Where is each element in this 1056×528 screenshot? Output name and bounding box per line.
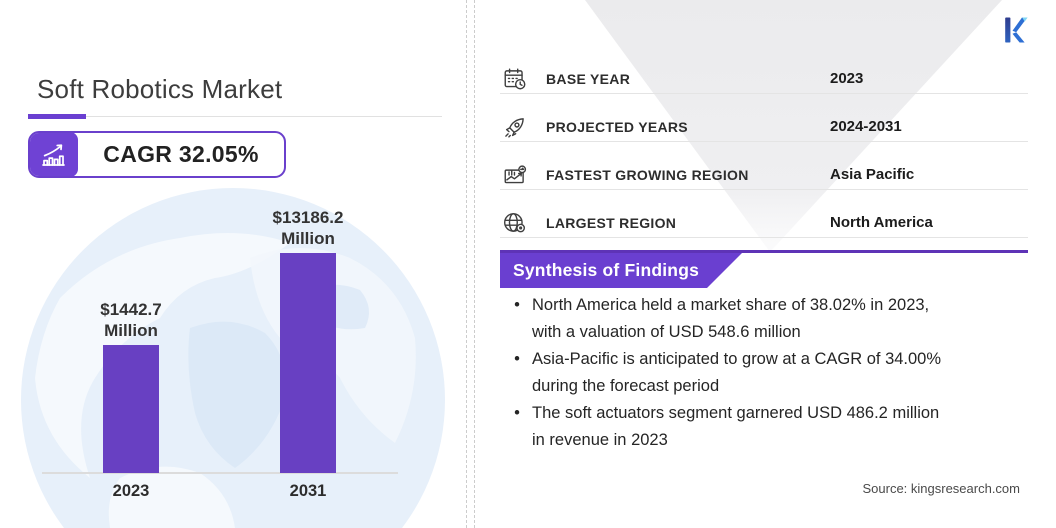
cagr-icon-box (30, 133, 78, 176)
fact-label: PROJECTED YEARS (546, 118, 688, 135)
growth-arrow-bars-icon (41, 143, 65, 166)
bar-value-amount: $13186.2 (272, 208, 344, 227)
fact-label: FASTEST GROWING REGION (546, 166, 749, 183)
bar-value-unit: Million (281, 229, 335, 248)
bullet-line: in revenue in 2023 (532, 431, 668, 449)
bullet-line: North America held a market share of 38.… (532, 296, 930, 314)
findings-title: Synthesis of Findings (513, 260, 700, 280)
bullet-text: Asia-Pacific is anticipated to grow at a… (532, 346, 1016, 400)
bar-value-label: $1442.7 Million (46, 299, 216, 341)
fact-label: BASE YEAR (546, 70, 631, 87)
bar-value-amount: $1442.7 (100, 300, 162, 319)
bullet-dot: • (514, 296, 520, 314)
table-row: PROJECTED YEARS 2024-2031 (500, 94, 1028, 142)
list-item: • The soft actuators segment garnered US… (502, 400, 1016, 454)
vertical-dashed-divider (466, 0, 467, 528)
bar-group-2023: $1442.7 Million (46, 299, 216, 473)
chart-bar (103, 345, 159, 473)
fact-value: Asia Pacific (830, 166, 915, 183)
table-row: BASE YEAR 2023 (500, 46, 1028, 94)
fact-value: 2024-2031 (830, 118, 902, 135)
rocket-icon (500, 113, 530, 141)
kings-research-logo-icon (1005, 17, 1028, 43)
calendar-icon (500, 65, 530, 93)
bullet-line: The soft actuators segment garnered USD … (532, 404, 940, 422)
cagr-badge: CAGR 32.05% (28, 131, 286, 178)
bullet-line: during the forecast period (532, 377, 720, 395)
table-row: FASTEST GROWING REGION Asia Pacific (500, 142, 1028, 190)
key-facts-table: BASE YEAR 2023 PROJECTED YEARS 2024-2031 (500, 46, 1028, 238)
bullet-dot: • (514, 404, 520, 422)
bullet-line: with a valuation of USD 548.6 million (532, 323, 801, 341)
bar-value-label: $13186.2 Million (223, 207, 393, 249)
bullet-text: North America held a market share of 38.… (532, 292, 1016, 346)
table-row: LARGEST REGION North America (500, 190, 1028, 238)
list-item: • Asia-Pacific is anticipated to grow at… (502, 346, 1016, 400)
findings-banner: Synthesis of Findings (500, 253, 742, 288)
list-item: • North America held a market share of 3… (502, 292, 1016, 346)
cagr-label: CAGR 32.05% (103, 141, 259, 167)
source-attribution: Source: kingsresearch.com (862, 481, 1020, 496)
globe-icon (500, 209, 530, 237)
bar-group-2031: $13186.2 Million (223, 207, 393, 473)
fact-label: LARGEST REGION (546, 214, 677, 231)
findings-bullet-list: • North America held a market share of 3… (502, 292, 1016, 454)
vertical-dashed-divider (474, 0, 475, 528)
chart-bar (280, 253, 336, 473)
fact-value: 2023 (830, 70, 864, 87)
chart-axis-line (42, 472, 398, 474)
title-underline-accent (28, 114, 86, 119)
x-axis-label-2023: 2023 (112, 482, 150, 500)
x-axis-label-2031: 2031 (289, 482, 327, 500)
page-title: Soft Robotics Market (37, 74, 283, 104)
findings-top-rule (500, 250, 1028, 253)
growth-region-icon (500, 161, 530, 189)
bullet-line: Asia-Pacific is anticipated to grow at a… (532, 350, 942, 368)
title-underline-rule (86, 116, 442, 117)
bar-value-unit: Million (104, 321, 158, 340)
bullet-text: The soft actuators segment garnered USD … (532, 400, 1016, 454)
bullet-dot: • (514, 350, 520, 368)
fact-value: North America (830, 214, 933, 231)
